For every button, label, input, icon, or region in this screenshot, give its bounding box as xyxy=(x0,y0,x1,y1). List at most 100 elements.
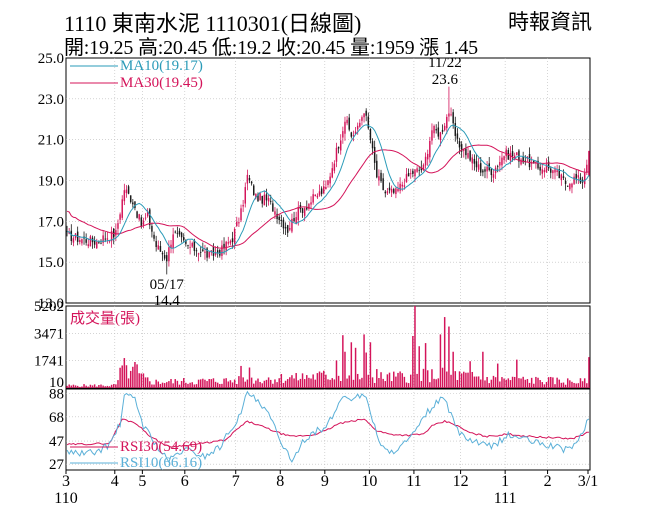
volume-bar xyxy=(424,343,427,388)
volume-bar xyxy=(530,377,533,388)
volume-bar xyxy=(119,367,121,388)
candle-body xyxy=(537,160,539,169)
candle-body xyxy=(412,170,414,174)
volume-bar xyxy=(301,373,304,388)
volume-bar xyxy=(418,346,420,388)
volume-bar xyxy=(356,373,359,388)
candle-body xyxy=(490,168,493,176)
volume-bar xyxy=(446,371,448,388)
volume-bar xyxy=(231,382,234,388)
price-tick-label: 25.0 xyxy=(38,51,64,67)
volume-bar xyxy=(144,377,147,388)
candle-body xyxy=(98,242,100,244)
volume-bar xyxy=(550,376,552,388)
volume-bar xyxy=(115,384,117,388)
candle-body xyxy=(301,208,304,213)
volume-bar xyxy=(471,371,474,388)
volume-bar xyxy=(153,384,155,388)
candle-body xyxy=(293,218,295,222)
volume-bar xyxy=(571,381,573,388)
price-tick-label: 23.0 xyxy=(38,92,64,108)
volume-bar xyxy=(286,379,289,388)
candle-body xyxy=(363,113,365,118)
candle-body xyxy=(100,242,102,244)
volume-bar xyxy=(480,379,482,388)
x-tick-label: 3 xyxy=(62,473,70,490)
volume-bar xyxy=(484,380,486,388)
volume-bar xyxy=(365,352,367,388)
volume-bar xyxy=(562,382,565,388)
price-tick-label: 17.0 xyxy=(38,214,64,230)
volume-bar xyxy=(543,384,546,388)
candle-body xyxy=(543,169,546,173)
candle-body xyxy=(569,183,571,190)
candle-body xyxy=(70,230,73,242)
candle-body xyxy=(547,161,550,169)
candle-body xyxy=(441,129,444,132)
candle-body xyxy=(450,114,452,116)
volume-bar xyxy=(513,376,516,388)
candle-body xyxy=(499,162,501,166)
volume-bar xyxy=(501,377,503,388)
candle-body xyxy=(72,238,75,243)
volume-bar xyxy=(371,377,374,388)
volume-bar xyxy=(312,374,314,388)
candle-body xyxy=(452,112,454,124)
volume-bar xyxy=(129,370,132,388)
volume-bar xyxy=(382,378,384,388)
candle-body xyxy=(528,154,531,168)
volume-bar xyxy=(429,382,431,388)
candle-body xyxy=(429,141,431,158)
volume-bar xyxy=(68,384,70,388)
candle-body xyxy=(125,189,128,194)
volume-bar xyxy=(545,381,548,388)
volume-bar xyxy=(522,376,524,388)
candle-body xyxy=(439,132,442,141)
candle-body xyxy=(163,255,166,259)
candle-body xyxy=(446,116,448,129)
candle-body xyxy=(253,185,255,195)
candle-body xyxy=(463,148,465,151)
volume-bar xyxy=(291,375,293,388)
volume-bar xyxy=(450,374,452,388)
candle-body xyxy=(390,189,393,193)
candle-body xyxy=(233,229,236,244)
candle-body xyxy=(373,146,376,163)
candle-body xyxy=(501,157,503,166)
volume-bar xyxy=(159,383,162,388)
rsi-tick-label: 88 xyxy=(49,387,64,403)
price-tick-label: 15.0 xyxy=(38,255,64,271)
volume-bar xyxy=(437,378,440,388)
volume-bar xyxy=(509,380,512,388)
volume-bar xyxy=(469,361,471,388)
candle-body xyxy=(280,219,283,221)
candle-body xyxy=(484,169,486,172)
candle-body xyxy=(166,255,168,262)
volume-bar xyxy=(361,377,363,388)
volume-bar xyxy=(272,383,274,388)
volume-bar xyxy=(289,377,291,388)
candle-body xyxy=(325,186,327,190)
volume-bar xyxy=(337,375,340,388)
volume-bar xyxy=(176,380,179,388)
volume-bar xyxy=(229,380,232,388)
volume-bar xyxy=(100,384,102,388)
volume-bar xyxy=(528,382,531,388)
x-year-label: 110 xyxy=(54,490,77,507)
volume-bar xyxy=(456,379,459,388)
volume-bar xyxy=(174,379,176,388)
candle-body xyxy=(208,251,210,258)
volume-bar xyxy=(259,381,261,388)
volume-bar xyxy=(486,376,488,388)
volume-bar xyxy=(395,376,397,388)
volume-bar xyxy=(439,334,442,388)
candle-body xyxy=(132,202,134,205)
volume-bar xyxy=(223,378,225,388)
volume-bar xyxy=(569,380,571,388)
volume-bar xyxy=(566,378,569,388)
volume-bar xyxy=(539,380,541,388)
volume-bar xyxy=(412,335,414,388)
rsi-panel-frame xyxy=(65,388,591,471)
candle-body xyxy=(320,188,323,194)
volume-bar xyxy=(431,369,433,388)
